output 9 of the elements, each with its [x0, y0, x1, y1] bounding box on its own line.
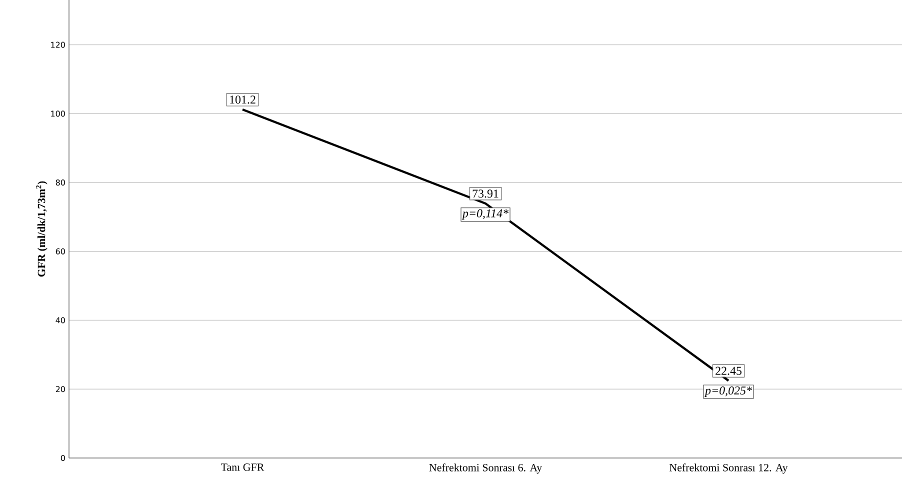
x-tick-label: Tanı GFR: [221, 464, 264, 471]
annotation: p=0,114*: [462, 209, 509, 220]
data-label: 22.45: [716, 366, 742, 375]
x-tick-label: Nefrektomi Sonrası 6. Ay: [429, 464, 542, 474]
data-label: 73.91: [472, 190, 498, 198]
annotation: p=0,025*: [704, 386, 752, 397]
x-tick-label: Nefrektomi Sonrası 12. Ay: [670, 464, 788, 474]
y-axis-title: GFR (ml/dk/1,73m$^{2}$): [36, 181, 48, 277]
data-label: 101.2: [230, 96, 256, 104]
